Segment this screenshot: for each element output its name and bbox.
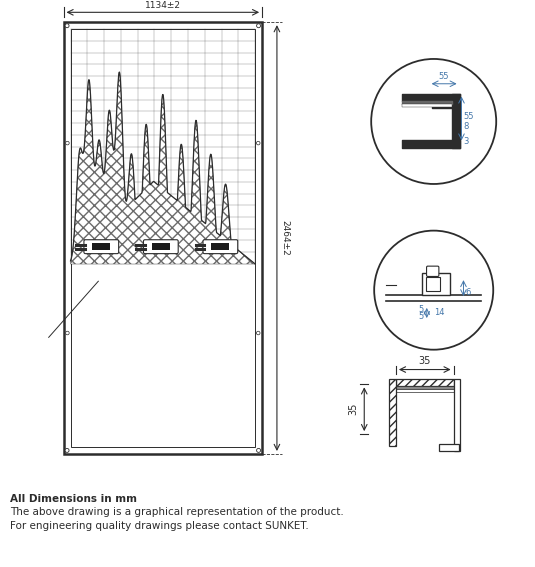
Bar	[71, 29, 255, 447]
Text: 55: 55	[463, 112, 474, 121]
Bar	[396, 386, 454, 390]
Bar	[422, 273, 449, 295]
Circle shape	[256, 331, 260, 335]
Circle shape	[66, 331, 69, 335]
Text: 8: 8	[463, 122, 469, 131]
Text: For engineering quality drawings please contact SUNKET.: For engineering quality drawings please …	[10, 521, 309, 531]
Text: 35: 35	[418, 356, 431, 366]
Text: The above drawing is a graphical representation of the product.: The above drawing is a graphical represe…	[10, 507, 344, 518]
Text: 5: 5	[418, 304, 424, 314]
Circle shape	[257, 448, 261, 452]
Circle shape	[371, 59, 496, 184]
Bar	[396, 379, 454, 386]
Circle shape	[256, 141, 260, 145]
Polygon shape	[71, 72, 255, 264]
Bar	[64, 22, 262, 454]
Bar	[152, 243, 170, 250]
Text: 2464±2: 2464±2	[280, 220, 289, 256]
Bar	[389, 379, 396, 446]
Bar	[211, 243, 230, 250]
Circle shape	[65, 448, 69, 452]
Circle shape	[65, 24, 69, 28]
Bar	[426, 277, 440, 291]
Text: 6: 6	[465, 287, 471, 297]
Bar	[93, 243, 110, 250]
Text: 3: 3	[463, 137, 469, 146]
FancyBboxPatch shape	[203, 240, 238, 253]
Text: All Dimensions in mm: All Dimensions in mm	[10, 493, 137, 503]
Circle shape	[66, 141, 69, 145]
FancyBboxPatch shape	[143, 240, 178, 253]
Text: 5: 5	[418, 312, 424, 321]
Text: 14: 14	[434, 308, 444, 318]
Bar	[439, 444, 458, 451]
Text: 55: 55	[438, 72, 449, 81]
FancyBboxPatch shape	[84, 240, 119, 253]
FancyBboxPatch shape	[426, 266, 439, 277]
Text: 35: 35	[348, 403, 358, 416]
Bar	[454, 379, 461, 451]
Bar	[396, 390, 454, 392]
Circle shape	[374, 231, 493, 350]
Text: 1134±2: 1134±2	[145, 1, 181, 10]
Circle shape	[257, 24, 261, 28]
